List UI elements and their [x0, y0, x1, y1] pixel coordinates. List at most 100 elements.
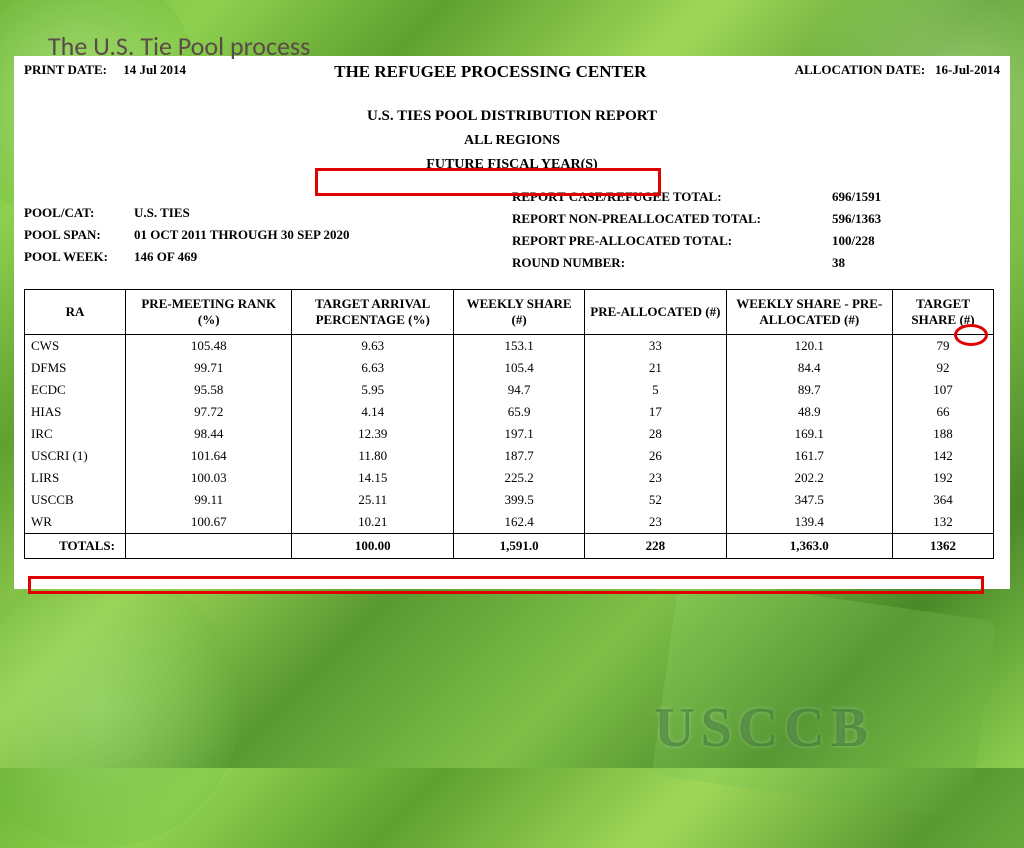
cell-rank: 101.64 [125, 445, 292, 467]
round-label: ROUND NUMBER: [512, 255, 832, 271]
annotation-red-circle [954, 324, 988, 346]
cell-pa: 21 [585, 357, 726, 379]
table-row: CWS105.489.63153.133120.179 [25, 335, 994, 358]
cell-pa: 23 [585, 467, 726, 489]
table-row: DFMS99.716.63105.42184.492 [25, 357, 994, 379]
cell-wspa: 89.7 [726, 379, 893, 401]
poolweek-label: POOL WEEK: [24, 249, 134, 265]
poolspan-label: POOL SPAN: [24, 227, 134, 243]
cell-wspa: 120.1 [726, 335, 893, 358]
round-value: 38 [832, 255, 922, 271]
totals-cell-wspa: 1,363.0 [726, 534, 893, 559]
cell-pa: 33 [585, 335, 726, 358]
col-rank: PRE-MEETING RANK (%) [125, 290, 292, 335]
totals-cell-ws: 1,591.0 [453, 534, 584, 559]
cell-tap: 11.80 [292, 445, 454, 467]
table-totals-row: TOTALS:100.001,591.02281,363.01362 [25, 534, 994, 559]
cell-ra: WR [25, 511, 126, 534]
poolcat-value: U.S. TIES [134, 205, 190, 221]
cell-ts: 66 [893, 401, 994, 423]
totals-cell-label: TOTALS: [25, 534, 126, 559]
usccb-watermark: USCCB [654, 696, 874, 760]
table-row: WR100.6710.21162.423139.4132 [25, 511, 994, 534]
cell-tap: 9.63 [292, 335, 454, 358]
nonpre-value: 596/1363 [832, 211, 922, 227]
annotation-red-box [28, 576, 984, 594]
cell-tap: 10.21 [292, 511, 454, 534]
cell-pa: 5 [585, 379, 726, 401]
pre-value: 100/228 [832, 233, 922, 249]
table-row: LIRS100.0314.15225.223202.2192 [25, 467, 994, 489]
cell-rank: 99.11 [125, 489, 292, 511]
cell-pa: 17 [585, 401, 726, 423]
cell-wspa: 202.2 [726, 467, 893, 489]
cell-ra: USCRI (1) [25, 445, 126, 467]
totals-cell-ts: 1362 [893, 534, 994, 559]
cell-ts: 364 [893, 489, 994, 511]
nonpre-label: REPORT NON-PREALLOCATED TOTAL: [512, 211, 832, 227]
distribution-table: RA PRE-MEETING RANK (%) TARGET ARRIVAL P… [24, 289, 994, 559]
cell-ra: DFMS [25, 357, 126, 379]
cell-rank: 98.44 [125, 423, 292, 445]
cell-ws: 65.9 [453, 401, 584, 423]
cell-rank: 97.72 [125, 401, 292, 423]
cell-pa: 26 [585, 445, 726, 467]
totals-cell-rank [125, 534, 292, 559]
poolweek-value: 146 OF 469 [134, 249, 197, 265]
col-ra: RA [25, 290, 126, 335]
alloc-date-label: ALLOCATION DATE: [795, 62, 926, 77]
cell-ws: 399.5 [453, 489, 584, 511]
table-row: USCCB99.1125.11399.552347.5364 [25, 489, 994, 511]
case-total-value: 696/1591 [832, 189, 922, 205]
cell-wspa: 84.4 [726, 357, 893, 379]
print-date: 14 Jul 2014 [123, 62, 186, 77]
cell-rank: 100.67 [125, 511, 292, 534]
poolcat-label: POOL/CAT: [24, 205, 134, 221]
annotation-red-box [315, 168, 661, 196]
cell-pa: 23 [585, 511, 726, 534]
poolspan-value: 01 OCT 2011 THROUGH 30 SEP 2020 [134, 227, 350, 243]
alloc-date: 16-Jul-2014 [935, 62, 1000, 77]
cell-ts: 132 [893, 511, 994, 534]
cell-rank: 105.48 [125, 335, 292, 358]
col-tap: TARGET ARRIVAL PERCENTAGE (%) [292, 290, 454, 335]
cell-wspa: 139.4 [726, 511, 893, 534]
cell-wspa: 347.5 [726, 489, 893, 511]
table-row: IRC98.4412.39197.128169.1188 [25, 423, 994, 445]
cell-ts: 192 [893, 467, 994, 489]
cell-tap: 4.14 [292, 401, 454, 423]
cell-tap: 5.95 [292, 379, 454, 401]
cell-ts: 107 [893, 379, 994, 401]
report-subtitle-2: ALL REGIONS [24, 133, 1000, 149]
slide-title: The U.S. Tie Pool process [48, 30, 310, 62]
cell-rank: 99.71 [125, 357, 292, 379]
table-row: ECDC95.585.9594.7589.7107 [25, 379, 994, 401]
cell-ra: USCCB [25, 489, 126, 511]
report-title: THE REFUGEE PROCESSING CENTER [186, 62, 795, 82]
cell-ra: IRC [25, 423, 126, 445]
cell-ws: 225.2 [453, 467, 584, 489]
col-ws: WEEKLY SHARE (#) [453, 290, 584, 335]
cell-ws: 197.1 [453, 423, 584, 445]
cell-ra: CWS [25, 335, 126, 358]
table-row: USCRI (1)101.6411.80187.726161.7142 [25, 445, 994, 467]
col-pa: PRE-ALLOCATED (#) [585, 290, 726, 335]
totals-cell-pa: 228 [585, 534, 726, 559]
cell-ts: 92 [893, 357, 994, 379]
cell-rank: 100.03 [125, 467, 292, 489]
cell-ws: 162.4 [453, 511, 584, 534]
bg-shape [0, 568, 240, 848]
cell-ws: 105.4 [453, 357, 584, 379]
cell-wspa: 48.9 [726, 401, 893, 423]
report-subtitle-1: U.S. TIES POOL DISTRIBUTION REPORT [24, 108, 1000, 125]
cell-wspa: 169.1 [726, 423, 893, 445]
cell-tap: 6.63 [292, 357, 454, 379]
report-document: PRINT DATE: 14 Jul 2014 THE REFUGEE PROC… [14, 56, 1010, 589]
cell-tap: 12.39 [292, 423, 454, 445]
cell-ts: 142 [893, 445, 994, 467]
pre-label: REPORT PRE-ALLOCATED TOTAL: [512, 233, 832, 249]
cell-pa: 52 [585, 489, 726, 511]
table-row: HIAS97.724.1465.91748.966 [25, 401, 994, 423]
cell-ws: 153.1 [453, 335, 584, 358]
print-date-label: PRINT DATE: [24, 62, 107, 77]
